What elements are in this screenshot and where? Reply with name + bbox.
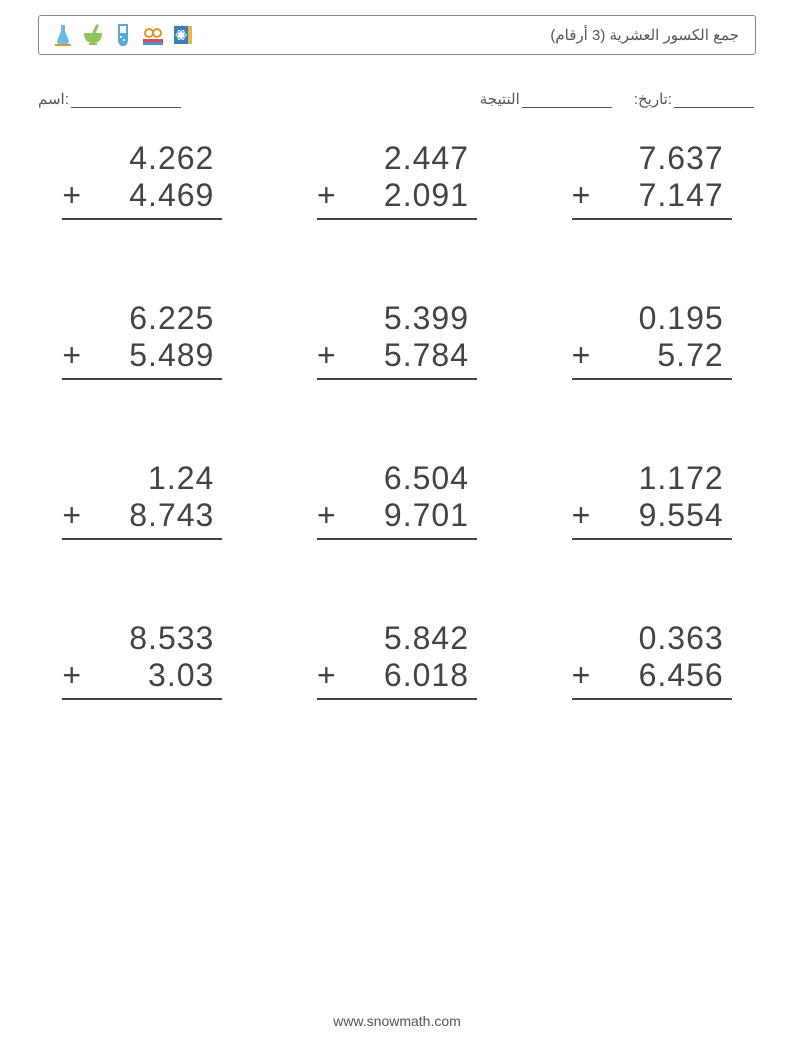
problem-10: 8.533+3.03 bbox=[62, 620, 222, 700]
date-field: :تاريخ: bbox=[634, 89, 756, 108]
problem-rule bbox=[62, 378, 222, 380]
operand-b: +4.469 bbox=[62, 177, 222, 214]
problem-3: 7.637+7.147 bbox=[572, 140, 732, 220]
operand-b: +9.554 bbox=[572, 497, 732, 534]
problem-8: 6.504+9.701 bbox=[317, 460, 477, 540]
test-tube-icon bbox=[111, 23, 135, 47]
problem-rule bbox=[317, 218, 477, 220]
operand-a: 0.195 bbox=[572, 300, 732, 337]
problem-rule bbox=[317, 698, 477, 700]
operand-a: 1.24 bbox=[62, 460, 222, 497]
operand-a: 4.262 bbox=[62, 140, 222, 177]
score-underline bbox=[522, 89, 612, 108]
problem-rule bbox=[572, 698, 732, 700]
problem-12: 0.363+6.456 bbox=[572, 620, 732, 700]
problem-6: 0.195+5.72 bbox=[572, 300, 732, 380]
books-icon bbox=[141, 23, 165, 47]
operand-b: +6.018 bbox=[317, 657, 477, 694]
problem-5: 5.399+5.784 bbox=[317, 300, 477, 380]
operand-a: 5.399 bbox=[317, 300, 477, 337]
problem-7: 1.24+8.743 bbox=[62, 460, 222, 540]
name-field: اسم: bbox=[38, 89, 183, 108]
worksheet-title: (جمع الكسور العشرية (3 أرقام bbox=[550, 26, 755, 44]
problem-rule bbox=[317, 538, 477, 540]
problem-9: 1.172+9.554 bbox=[572, 460, 732, 540]
operand-b: +8.743 bbox=[62, 497, 222, 534]
operand-a: 5.842 bbox=[317, 620, 477, 657]
problem-1: 4.262+4.469 bbox=[62, 140, 222, 220]
operand-a: 8.533 bbox=[62, 620, 222, 657]
problem-rule bbox=[62, 698, 222, 700]
problems-grid: 4.262+4.4692.447+2.0917.637+7.1476.225+5… bbox=[55, 140, 739, 700]
operand-a: 6.225 bbox=[62, 300, 222, 337]
operand-a: 1.172 bbox=[572, 460, 732, 497]
problem-rule bbox=[572, 538, 732, 540]
problem-rule bbox=[62, 218, 222, 220]
operand-b: +2.091 bbox=[317, 177, 477, 214]
problem-4: 6.225+5.489 bbox=[62, 300, 222, 380]
mortar-icon bbox=[81, 23, 105, 47]
score-label: النتيجة bbox=[480, 90, 520, 108]
atom-book-icon bbox=[171, 23, 195, 47]
header-icons bbox=[39, 23, 195, 47]
operand-b: +7.147 bbox=[572, 177, 732, 214]
name-underline bbox=[71, 89, 181, 108]
operand-b: +3.03 bbox=[62, 657, 222, 694]
problem-rule bbox=[62, 538, 222, 540]
problem-rule bbox=[572, 218, 732, 220]
name-label: اسم: bbox=[38, 90, 69, 108]
operand-b: +5.72 bbox=[572, 337, 732, 374]
problem-11: 5.842+6.018 bbox=[317, 620, 477, 700]
flask-stand-icon bbox=[51, 23, 75, 47]
problem-rule bbox=[317, 378, 477, 380]
operand-a: 7.637 bbox=[572, 140, 732, 177]
meta-row: اسم: النتيجة :تاريخ: bbox=[38, 82, 756, 108]
problem-2: 2.447+2.091 bbox=[317, 140, 477, 220]
date-label: :تاريخ: bbox=[634, 90, 672, 108]
operand-a: 0.363 bbox=[572, 620, 732, 657]
operand-b: +5.489 bbox=[62, 337, 222, 374]
operand-a: 2.447 bbox=[317, 140, 477, 177]
header-box: (جمع الكسور العشرية (3 أرقام bbox=[38, 15, 756, 55]
problem-rule bbox=[572, 378, 732, 380]
operand-b: +9.701 bbox=[317, 497, 477, 534]
footer-url: www.snowmath.com bbox=[0, 1013, 794, 1029]
date-underline bbox=[674, 89, 754, 108]
operand-a: 6.504 bbox=[317, 460, 477, 497]
operand-b: +6.456 bbox=[572, 657, 732, 694]
operand-b: +5.784 bbox=[317, 337, 477, 374]
score-field: النتيجة bbox=[480, 89, 614, 108]
